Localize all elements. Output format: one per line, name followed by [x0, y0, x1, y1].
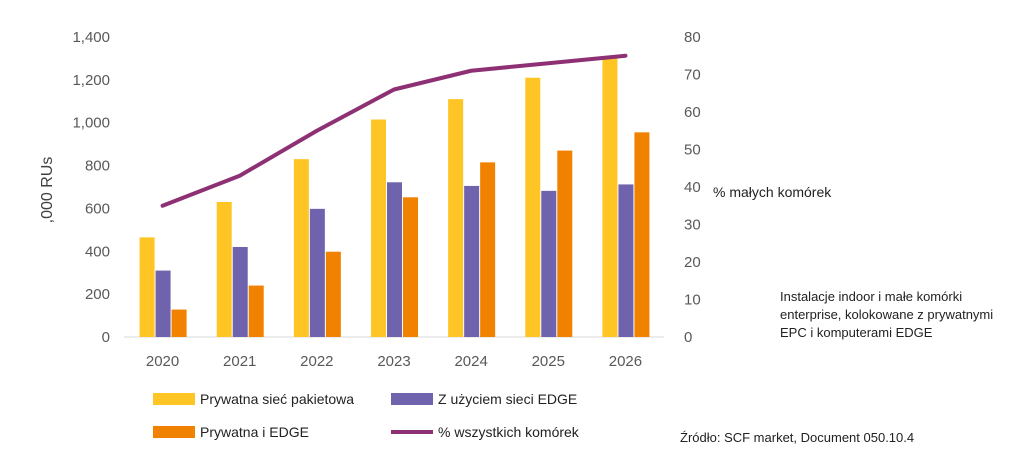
bar-2024-1: [464, 185, 480, 337]
y-tick-label: 1,400: [72, 29, 110, 46]
y-axis-right-title: % małych komórek: [713, 184, 832, 200]
y2-tick-label: 60: [684, 104, 701, 121]
bar-2020-2: [171, 309, 187, 337]
bar-2026-0: [602, 58, 618, 338]
x-tick-label: 2026: [609, 353, 642, 370]
y2-tick-label: 80: [684, 29, 701, 46]
bar-2024-2: [480, 162, 496, 337]
y-tick-label: 600: [85, 200, 110, 217]
y2-tick-label: 50: [684, 142, 701, 159]
x-tick-label: 2020: [146, 353, 179, 370]
y2-tick-label: 10: [684, 292, 701, 309]
legend-label: % wszystkich komórek: [438, 424, 580, 440]
y-axis-right-ticks: 0 10 20 30 40 50 60 70 80: [684, 29, 701, 346]
bar-2025-2: [557, 150, 573, 337]
line-percent-all-cells: [160, 53, 628, 208]
bar-2022-1: [309, 208, 325, 337]
legend-label: Prywatna i EDGE: [200, 424, 309, 440]
x-tick-label: 2024: [454, 353, 487, 370]
y-tick-label: 0: [102, 329, 110, 346]
bar-2025-0: [525, 77, 541, 337]
bar-2022-2: [325, 251, 341, 337]
chart-note: Instalacje indoor i małe komórki enterpr…: [780, 289, 994, 340]
bar-2023-0: [371, 119, 386, 337]
bar-2025-1: [541, 190, 557, 337]
legend: Prywatna sieć pakietowa Z użyciem sieci E…: [153, 391, 580, 440]
y-tick-label: 800: [85, 158, 110, 175]
bar-2026-1: [618, 184, 634, 337]
bar-2023-2: [403, 197, 418, 337]
legend-label: Z użyciem sieci EDGE: [438, 391, 577, 407]
x-tick-label: 2023: [377, 353, 410, 370]
y-tick-label: 1,000: [72, 115, 110, 132]
y-tick-label: 400: [85, 243, 110, 260]
bar-2020-0: [139, 237, 155, 337]
legend-swatch: [391, 393, 433, 405]
legend-label: Prywatna sieć pakietowa: [200, 391, 354, 407]
bar-2024-0: [448, 99, 464, 338]
y2-tick-label: 30: [684, 217, 701, 234]
bar-2023-1: [387, 182, 402, 337]
x-tick-label: 2021: [223, 353, 256, 370]
legend-swatch: [153, 393, 195, 405]
y2-tick-label: 40: [684, 179, 701, 196]
bars: [139, 58, 650, 338]
x-tick-label: 2025: [532, 353, 565, 370]
bar-2021-2: [248, 285, 264, 337]
y2-tick-label: 20: [684, 254, 701, 271]
bar-2022-0: [293, 159, 309, 337]
y2-tick-label: 70: [684, 67, 701, 84]
line-series: [160, 53, 628, 208]
x-axis-categories: 2020 2021 2022 2023 2024 2025 2026: [146, 353, 642, 370]
bar-2020-1: [155, 270, 171, 337]
y-axis-left-ticks: 0 200 400 600 800 1,000 1,200 1,400: [72, 29, 110, 346]
y-tick-label: 1,200: [72, 72, 110, 89]
y-tick-label: 200: [85, 286, 110, 303]
legend-swatch: [153, 426, 195, 438]
y-axis-left-title: ,000 RUs: [39, 157, 56, 224]
bar-2026-2: [634, 132, 650, 337]
x-tick-label: 2022: [300, 353, 333, 370]
source-citation: Źródło: SCF market, Document 050.10.4: [680, 430, 915, 445]
y2-tick-label: 0: [684, 329, 692, 346]
bar-2021-1: [232, 247, 248, 337]
bar-2021-0: [216, 202, 232, 337]
